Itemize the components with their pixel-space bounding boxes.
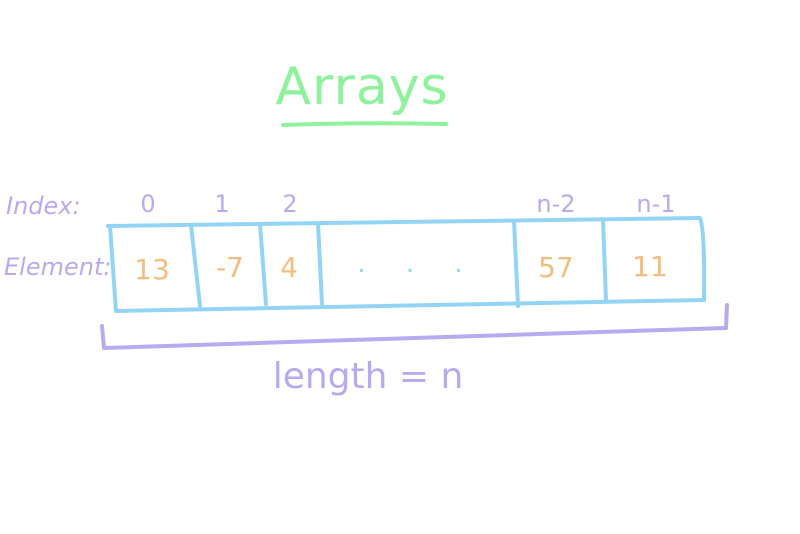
index-row-label: Index: [6, 192, 81, 220]
diagram-title: Arrays [275, 57, 448, 117]
cell-divider [512, 219, 520, 308]
title-underline [281, 121, 448, 127]
ellipsis: . . . [357, 249, 478, 279]
cell-divider [316, 221, 324, 306]
index-label-n-1: n-1 [636, 190, 675, 218]
index-label-1: 1 [214, 190, 229, 218]
element-value-n-2: 57 [538, 251, 574, 284]
cell-divider [189, 223, 202, 308]
length-label: length = n [273, 356, 464, 397]
array-box [106, 216, 707, 313]
index-label-0: 0 [140, 190, 155, 218]
element-value-1: -7 [216, 251, 244, 284]
element-value-0: 13 [134, 253, 170, 286]
cell-divider [258, 222, 268, 306]
element-value-2: 4 [280, 251, 298, 284]
element-row-label: Element: [4, 253, 111, 281]
cell-divider [601, 218, 608, 303]
length-bracket [100, 303, 729, 350]
index-label-2: 2 [282, 190, 297, 218]
element-value-n-1: 11 [632, 250, 668, 283]
index-label-n-2: n-2 [536, 190, 575, 218]
